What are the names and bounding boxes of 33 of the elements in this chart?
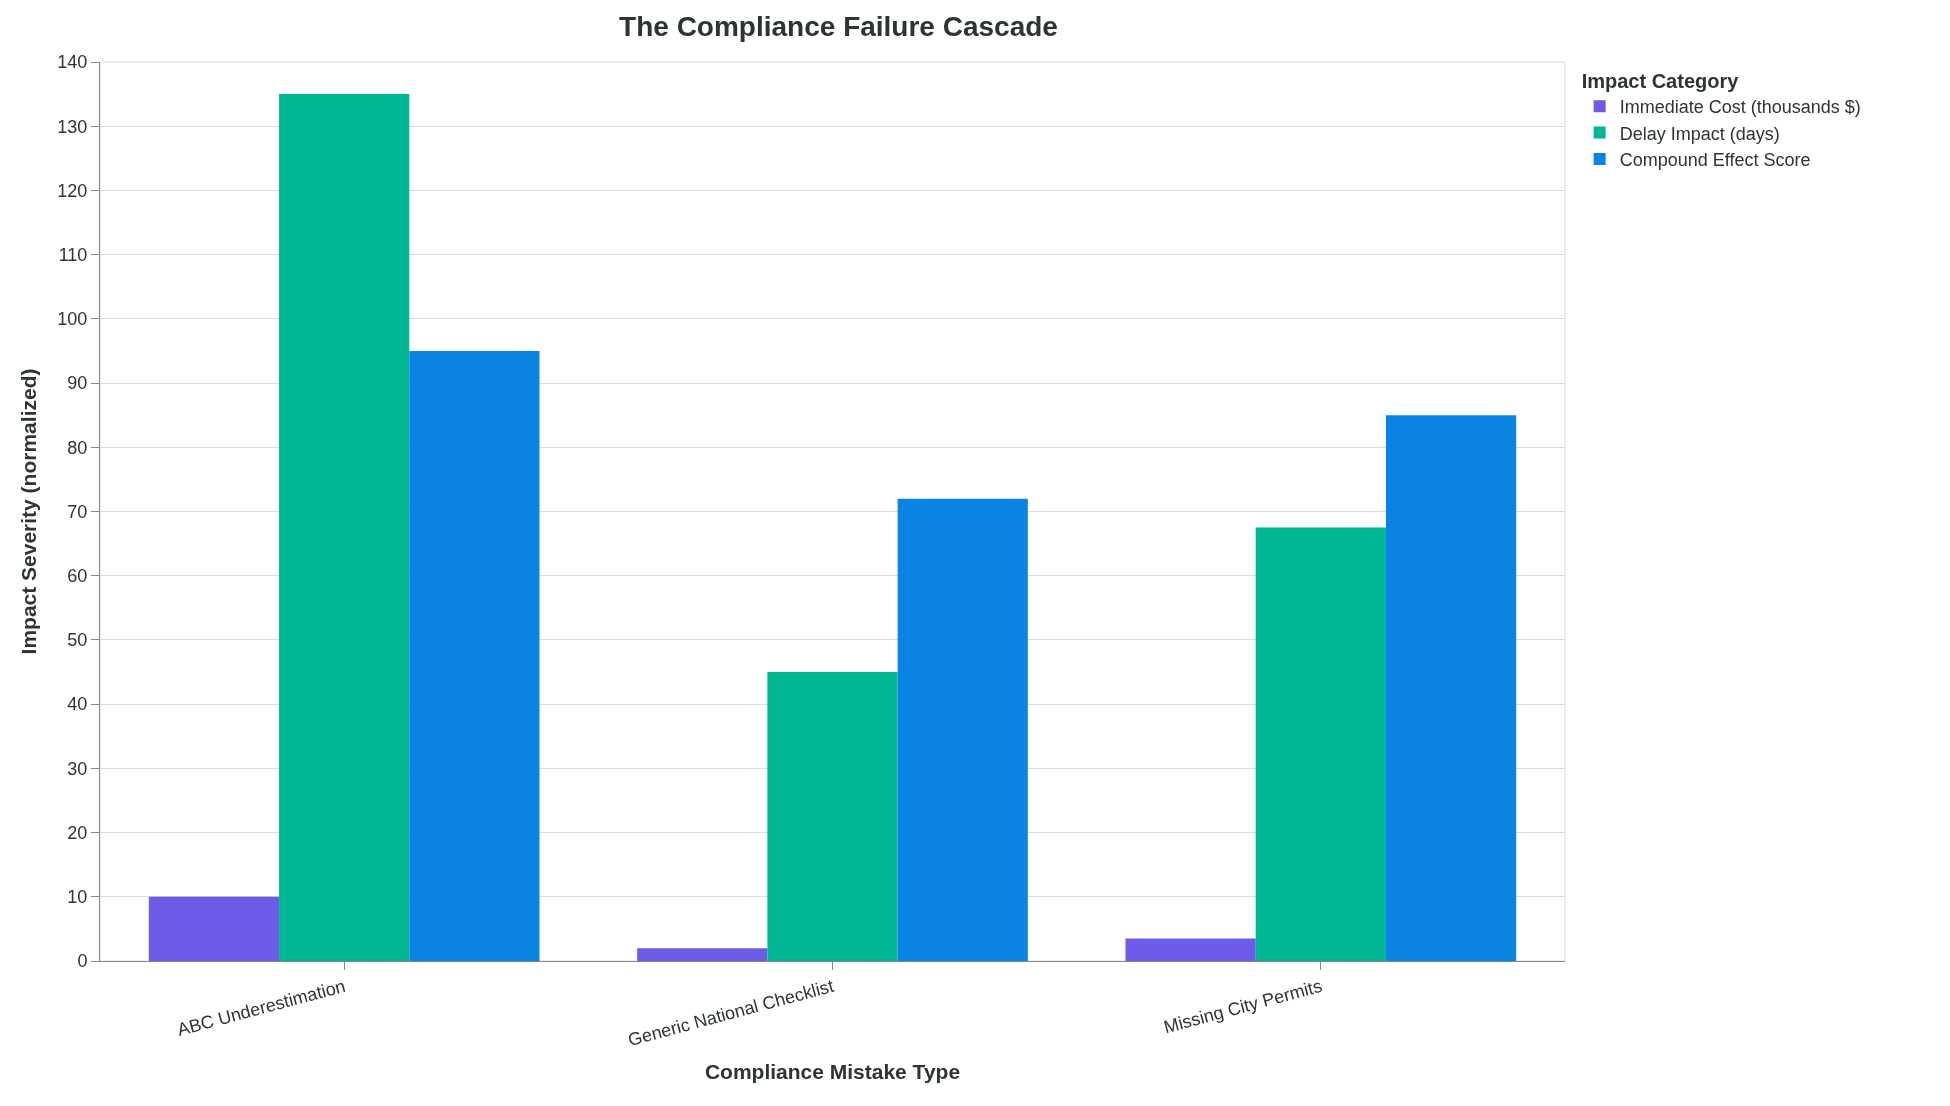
y-tick-label: 110: [58, 244, 88, 265]
y-tick-label: 100: [57, 309, 88, 330]
bar: [148, 896, 280, 961]
bar: [637, 948, 768, 961]
x-tick-label: Generic National Checklist: [625, 975, 836, 1051]
y-tick-label: 10: [67, 887, 88, 908]
legend-label: Immediate Cost (thousands $): [1619, 97, 1861, 118]
y-tick-label: 0: [77, 951, 88, 972]
y-tick-label: 20: [67, 822, 88, 843]
bar: [897, 498, 1028, 961]
x-axis-title: Compliance Mistake Type: [704, 1060, 961, 1084]
bar: [279, 94, 410, 961]
chart-title: The Compliance Failure Cascade: [619, 11, 1058, 43]
y-tick-label: 30: [67, 758, 88, 779]
y-tick-label: 90: [67, 373, 88, 394]
legend-label: Compound Effect Score: [1619, 150, 1811, 171]
bar: [767, 672, 898, 961]
y-tick-label: 130: [57, 116, 88, 137]
y-tick-label: 140: [57, 52, 88, 73]
bar: [1385, 415, 1517, 961]
legend-title: Impact Category: [1581, 70, 1740, 92]
y-tick-label: 60: [67, 566, 88, 587]
bar: [409, 350, 540, 961]
y-tick-label: 120: [57, 180, 88, 201]
legend-label: Delay Impact (days): [1619, 123, 1780, 144]
y-tick-label: 80: [67, 437, 88, 458]
y-tick-label: 50: [67, 630, 88, 651]
y-axis-title: Impact Severity (normalized): [16, 368, 40, 655]
y-tick-label: 40: [67, 694, 88, 715]
x-tick-label: Missing City Permits: [1161, 975, 1325, 1038]
bar: [1125, 938, 1256, 961]
y-tick-label: 70: [67, 501, 88, 522]
bar: [1255, 527, 1386, 961]
